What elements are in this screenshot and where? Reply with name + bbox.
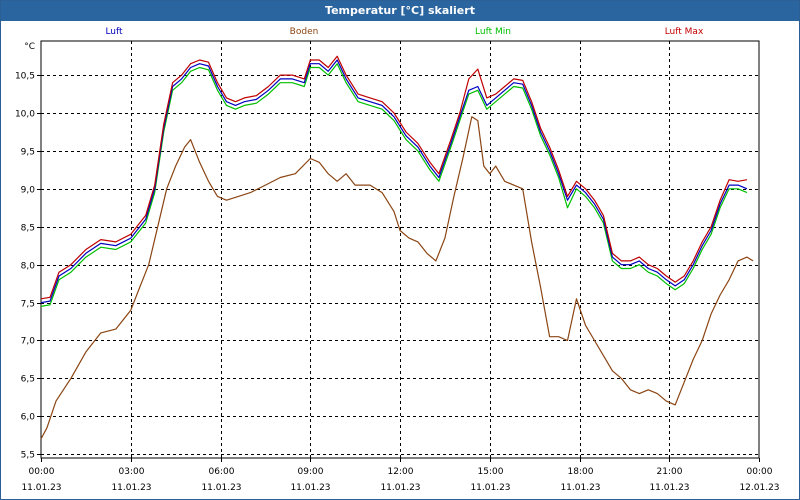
y-tick-label: 10,5 <box>15 72 35 82</box>
series <box>40 55 754 440</box>
legend-entry-boden: Boden <box>290 27 319 37</box>
y-tick-label: 9,5 <box>21 148 35 158</box>
y-tick-label: 5,5 <box>21 451 35 461</box>
series-line-luft-max <box>40 55 748 300</box>
temperature-chart: 5,5 6,0 6,5 7,0 7,5 8,0 8,5 9,0 9,5 10,0 10,5 °C 00:… <box>15 27 780 493</box>
x-tick-time-label: 00:00 <box>29 467 55 477</box>
legend-entry-luft-max: Luft Max <box>665 27 704 37</box>
legend-entry-luft-min: Luft Min <box>475 27 511 37</box>
legend-entry-luft: Luft <box>105 27 123 37</box>
x-tick-date-label: 12.01.23 <box>739 483 779 493</box>
y-tick-label: 10,0 <box>15 110 35 120</box>
y-tick-label: 8,0 <box>21 262 36 272</box>
legend: Luft Boden Luft Min Luft Max <box>105 27 704 37</box>
y-tick-label: 6,0 <box>21 413 36 423</box>
axes: 5,5 6,0 6,5 7,0 7,5 8,0 8,5 9,0 9,5 10,0 10,5 °C 00:… <box>15 42 780 493</box>
y-axis-unit: °C <box>24 42 35 52</box>
x-tick-time-label: 21:00 <box>657 467 683 477</box>
x-tick-date-label: 11.01.23 <box>380 483 420 493</box>
x-tick-time-label: 18:00 <box>568 467 594 477</box>
x-tick-date-label: 11.01.23 <box>470 483 510 493</box>
y-tick-label: 9,0 <box>21 186 36 196</box>
series-line-luft <box>40 59 748 304</box>
x-tick-time-label: 15:00 <box>478 467 504 477</box>
x-tick-date-label: 11.01.23 <box>201 483 241 493</box>
y-tick-label: 7,0 <box>21 337 36 347</box>
x-tick-time-label: 06:00 <box>209 467 235 477</box>
series-line-boden <box>40 116 754 440</box>
x-tick-date-label: 11.01.23 <box>290 483 330 493</box>
x-tick-date-label: 11.01.23 <box>21 483 61 493</box>
series-line-luft-min <box>40 63 748 307</box>
x-tick-time-label: 03:00 <box>119 467 145 477</box>
y-tick-label: 6,5 <box>21 375 35 385</box>
window-title: Temperatur [°C] skaliert <box>1 1 799 21</box>
grid <box>41 41 759 458</box>
x-tick-date-label: 11.01.23 <box>560 483 600 493</box>
x-tick-date-label: 11.01.23 <box>649 483 689 493</box>
y-tick-label: 8,5 <box>21 224 35 234</box>
x-tick-time-label: 00:00 <box>747 467 773 477</box>
y-tick-label: 7,5 <box>21 300 35 310</box>
x-tick-time-label: 12:00 <box>388 467 414 477</box>
x-tick-date-label: 11.01.23 <box>111 483 151 493</box>
x-tick-time-label: 09:00 <box>298 467 324 477</box>
